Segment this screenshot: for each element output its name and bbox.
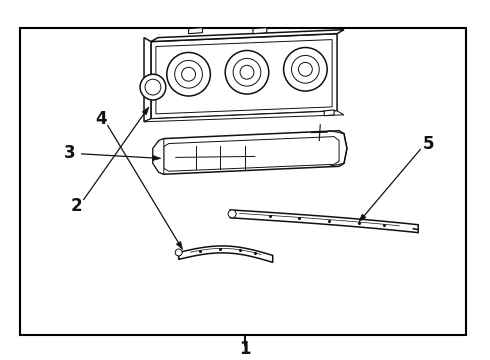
Polygon shape [176, 242, 183, 249]
Circle shape [298, 62, 312, 76]
Text: 3: 3 [64, 144, 75, 162]
Text: 1: 1 [239, 341, 251, 359]
Polygon shape [151, 33, 337, 119]
Polygon shape [156, 40, 332, 114]
Polygon shape [153, 139, 164, 174]
Circle shape [225, 50, 269, 94]
Polygon shape [164, 136, 339, 171]
Text: 2: 2 [71, 197, 82, 215]
Polygon shape [230, 210, 418, 233]
Polygon shape [151, 30, 344, 41]
Circle shape [175, 249, 182, 256]
Circle shape [240, 65, 254, 79]
Circle shape [140, 74, 166, 100]
Bar [20, 28, 466, 334]
Polygon shape [142, 107, 149, 115]
Text: 4: 4 [96, 110, 107, 128]
Polygon shape [189, 28, 202, 33]
Circle shape [228, 210, 236, 218]
Circle shape [145, 79, 161, 95]
Polygon shape [179, 246, 273, 262]
Polygon shape [359, 214, 366, 222]
Polygon shape [144, 111, 344, 122]
Polygon shape [153, 131, 347, 174]
Circle shape [292, 55, 319, 83]
Text: 5: 5 [422, 135, 434, 153]
Polygon shape [144, 37, 151, 122]
Circle shape [233, 58, 261, 86]
Circle shape [284, 48, 327, 91]
Circle shape [175, 60, 202, 88]
Polygon shape [253, 28, 267, 33]
Circle shape [167, 53, 210, 96]
Circle shape [182, 67, 196, 81]
Polygon shape [153, 156, 161, 161]
Polygon shape [324, 110, 334, 116]
